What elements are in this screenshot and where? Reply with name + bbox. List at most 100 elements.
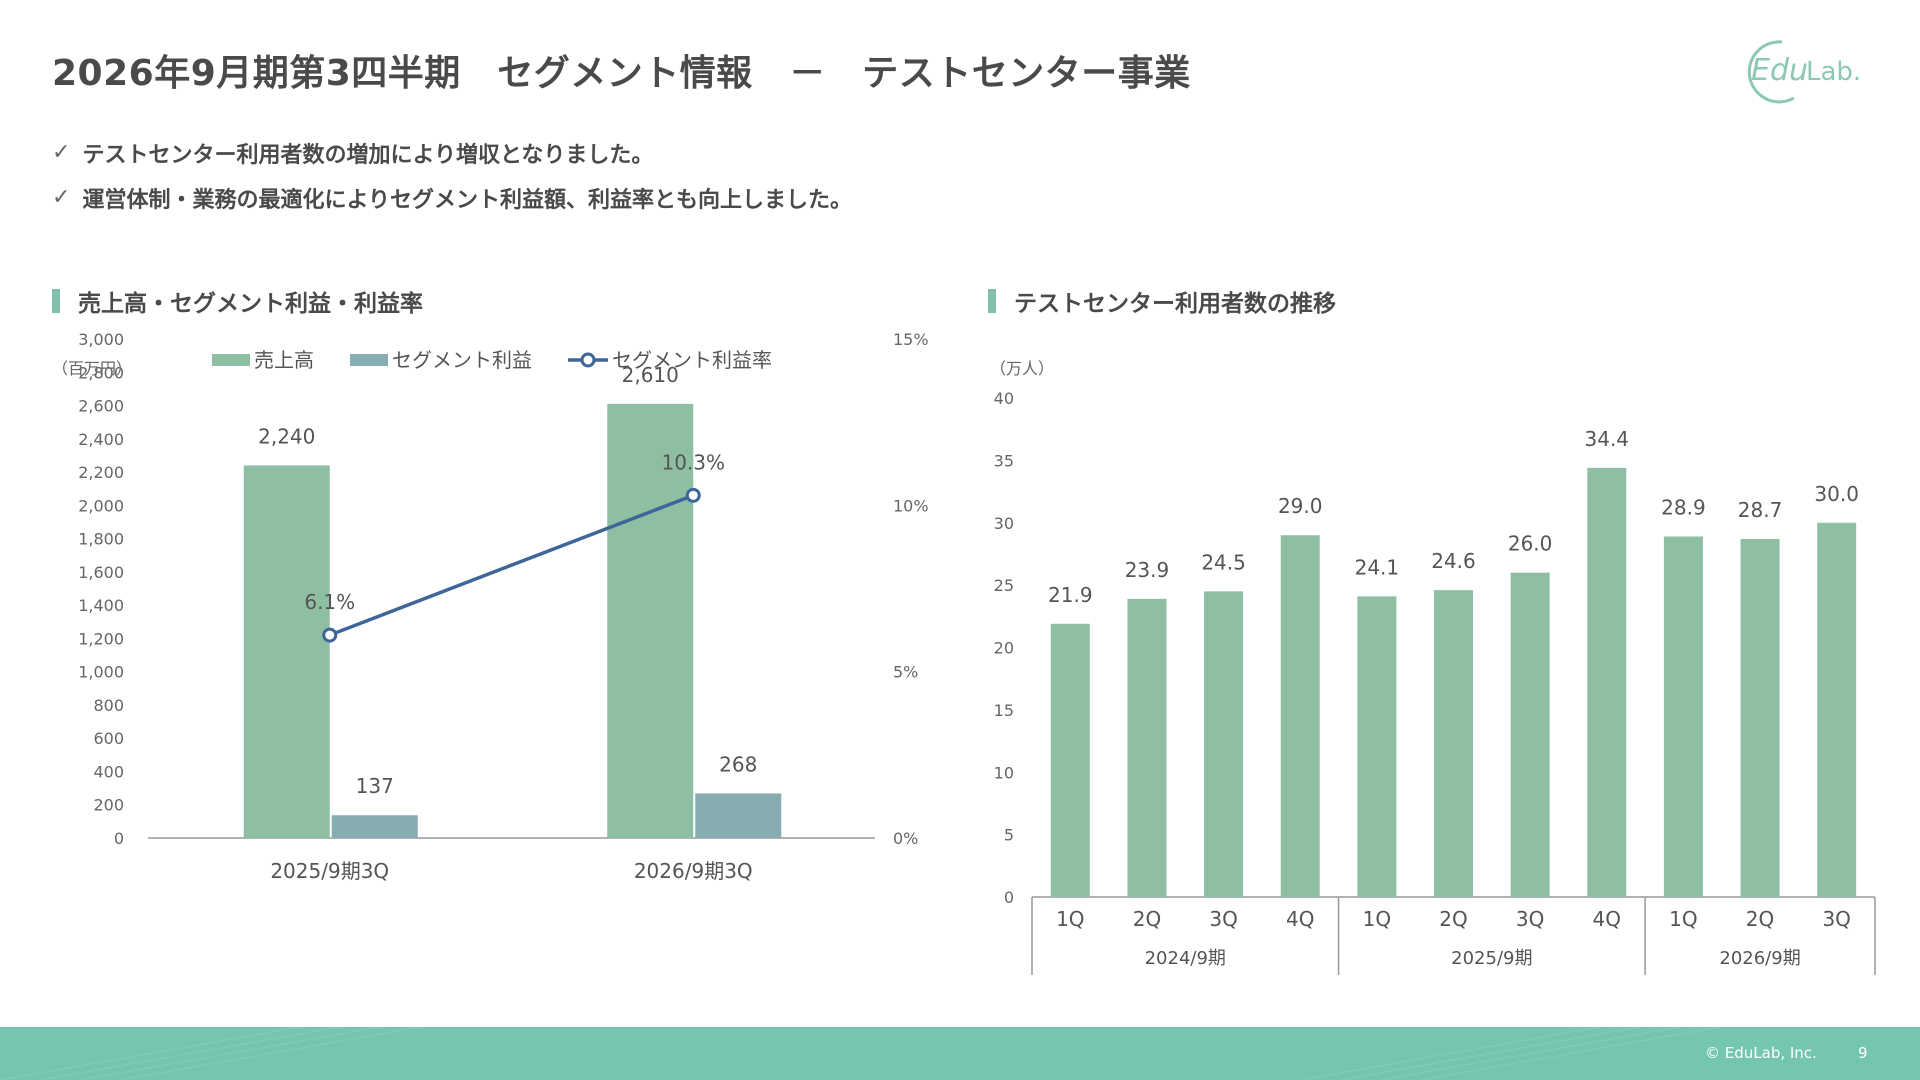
users-data-label: 21.9 — [1048, 583, 1093, 607]
x-quarter-label: 2Q — [1133, 907, 1161, 931]
x-quarter-label: 4Q — [1593, 907, 1621, 931]
users-bar — [1510, 572, 1550, 897]
y-tick-label: 20 — [994, 639, 1014, 658]
y-axis-unit: （万人） — [990, 359, 1054, 378]
margin-rate-point — [322, 627, 338, 643]
y-tick-label: 0 — [1004, 888, 1014, 907]
legend-label-profit: セグメント利益 — [392, 348, 532, 372]
x-quarter-label: 2Q — [1439, 907, 1467, 931]
users-data-label: 24.1 — [1355, 555, 1400, 579]
check-icon: ✓ — [52, 140, 71, 165]
right-section-heading: テストセンター利用者数の推移 — [988, 284, 1336, 318]
margin-rate-line — [329, 493, 694, 637]
y-axis-unit: （百万円） — [52, 359, 132, 378]
y-tick-label: 3,000 — [78, 330, 124, 349]
section-marker — [988, 289, 996, 313]
y2-tick-label: 15% — [893, 330, 929, 349]
sales-bar — [243, 465, 330, 838]
logo-text-lab: Lab. — [1806, 57, 1861, 87]
users-data-label: 23.9 — [1125, 558, 1170, 582]
y-tick-label: 2,400 — [78, 430, 124, 449]
summary-bullet: ✓ テストセンター利用者数の増加により増収となりました。 — [52, 130, 852, 175]
profit-data-label: 137 — [356, 774, 394, 798]
x-quarter-label: 3Q — [1209, 907, 1237, 931]
y-tick-label: 25 — [994, 576, 1014, 595]
page-number: 9 — [1858, 1044, 1868, 1062]
y-tick-label: 2,000 — [78, 496, 124, 515]
y-tick-label: 15 — [994, 701, 1014, 720]
y-tick-label: 2,200 — [78, 463, 124, 482]
x-category-label: 2026/9期3Q — [634, 859, 753, 883]
users-bar — [1050, 623, 1090, 897]
x-category-label: 2025/9期3Q — [270, 859, 389, 883]
y-tick-label: 1,200 — [78, 629, 124, 648]
users-data-label: 24.6 — [1431, 549, 1476, 573]
y-tick-label: 2,800 — [78, 363, 124, 382]
y-tick-label: 1,400 — [78, 596, 124, 615]
legend-swatch-profit — [350, 354, 388, 366]
legend-swatch-sales — [212, 354, 250, 366]
left-section-title: 売上高・セグメント利益・利益率 — [78, 291, 423, 317]
margin-rate-point — [685, 487, 701, 503]
copyright-text: © EduLab, Inc. — [1705, 1044, 1817, 1062]
fiscal-year-label: 2026/9期 — [1719, 948, 1800, 969]
x-quarter-label: 4Q — [1286, 907, 1314, 931]
users-data-label: 26.0 — [1508, 532, 1553, 556]
users-bar — [1280, 535, 1320, 897]
users-bar — [1204, 591, 1244, 897]
right-section-title: テストセンター利用者数の推移 — [1014, 291, 1336, 317]
footer-pattern — [0, 1027, 1721, 1080]
users-bar — [1587, 467, 1627, 897]
users-data-label: 29.0 — [1278, 494, 1323, 518]
users-bar — [1357, 596, 1397, 897]
users-bar — [1434, 590, 1473, 897]
sales-data-label: 2,240 — [258, 424, 315, 448]
y-tick-label: 1,000 — [78, 663, 124, 682]
x-quarter-label: 2Q — [1746, 907, 1774, 931]
summary-bullet: ✓ 運営体制・業務の最適化によりセグメント利益額、利益率とも向上しました。 — [52, 175, 852, 220]
y-tick-label: 0 — [114, 829, 124, 848]
margin-rate-label: 6.1% — [304, 590, 355, 614]
y-tick-label: 30 — [994, 514, 1014, 533]
y2-tick-label: 0% — [893, 829, 918, 848]
bullet-text: テストセンター利用者数の増加により増収となりました。 — [82, 142, 654, 168]
test-center-users-chart: （万人） 0 5 10 15 20 25 30 35 40 21.9 1Q 23.9 2Q 24.5 3Q 29… — [990, 359, 1876, 975]
y-tick-label: 1,800 — [78, 530, 124, 549]
y-tick-label: 200 — [93, 796, 124, 815]
y2-tick-label: 10% — [893, 496, 929, 515]
y-tick-label: 2,600 — [78, 397, 124, 416]
y-tick-label: 1,600 — [78, 563, 124, 582]
y2-tick-label: 5% — [893, 663, 918, 682]
users-data-label: 34.4 — [1585, 427, 1630, 451]
fiscal-year-label: 2024/9期 — [1145, 948, 1226, 969]
x-quarter-label: 1Q — [1363, 907, 1391, 931]
bullet-text: 運営体制・業務の最適化によりセグメント利益額、利益率とも向上しました。 — [82, 187, 853, 213]
left-section-heading: 売上高・セグメント利益・利益率 — [52, 284, 423, 318]
x-quarter-label: 3Q — [1822, 907, 1850, 931]
y-tick-label: 800 — [93, 696, 124, 715]
legend-marker-rate — [580, 352, 596, 368]
summary-bullets: ✓ テストセンター利用者数の増加により増収となりました。 ✓ 運営体制・業務の最… — [52, 130, 852, 220]
legend-label-sales: 売上高 — [254, 348, 314, 372]
users-bar — [1663, 536, 1703, 897]
users-data-label: 28.9 — [1661, 495, 1706, 519]
legend-label-rate: セグメント利益率 — [612, 348, 772, 372]
sales-bar — [607, 403, 694, 838]
users-data-label: 30.0 — [1814, 482, 1859, 506]
section-marker — [52, 289, 60, 313]
y-tick-label: 10 — [994, 763, 1014, 782]
y-tick-label: 600 — [93, 729, 124, 748]
y-tick-label: 5 — [1004, 826, 1014, 845]
sales-profit-chart: 0 200 400 600 800 1,000 1,200 1,400 1,600 1,800 2,… — [52, 330, 929, 883]
users-bar — [1127, 598, 1167, 897]
profit-data-label: 268 — [719, 752, 757, 776]
edulab-logo: Edu Lab. — [1747, 40, 1861, 104]
y-tick-label: 35 — [994, 451, 1014, 470]
page-title: 2026年9月期第3四半期 セグメント情報 － テストセンター事業 — [52, 53, 1191, 94]
users-bar — [1740, 538, 1780, 897]
footer-bar: © EduLab, Inc. 9 — [0, 1027, 1920, 1080]
check-icon: ✓ — [52, 185, 71, 210]
logo-text-edu: Edu — [1751, 53, 1808, 88]
margin-rate-label: 10.3% — [661, 450, 725, 474]
fiscal-year-label: 2025/9期 — [1451, 948, 1532, 969]
